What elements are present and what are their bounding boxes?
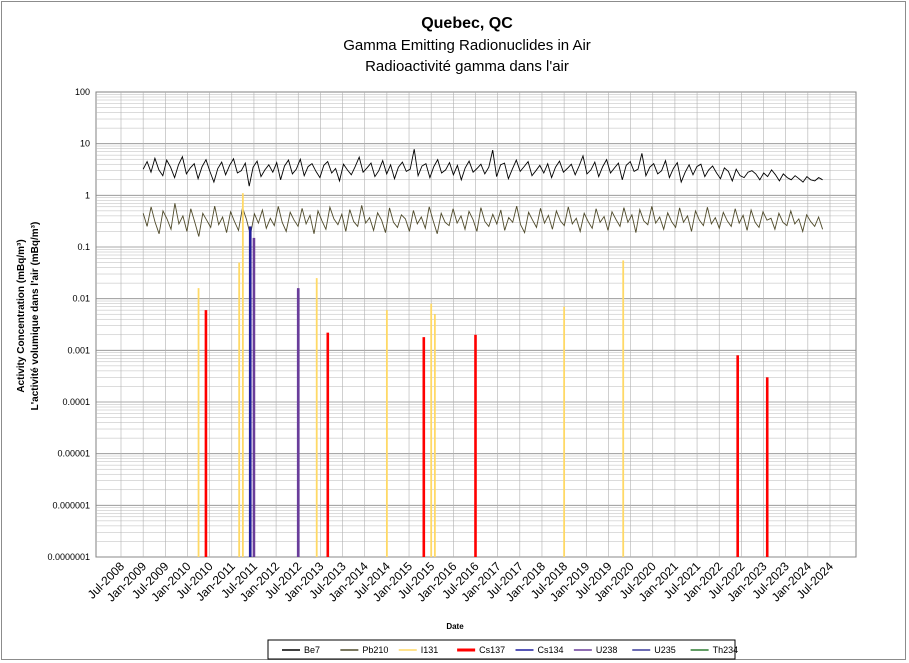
y-tick-label: 0.000001: [52, 500, 90, 510]
legend-item-pb210: Pb210: [340, 645, 388, 655]
legend-label: U238: [596, 645, 618, 655]
spike-bar: [252, 237, 256, 557]
y-axis-label-fr: L'activité volumique dans l'air (mBq/m³): [30, 222, 41, 411]
y-tick-label: 0.001: [67, 345, 90, 355]
spike-bar: [248, 226, 252, 558]
spike-bar: [315, 278, 318, 557]
legend-item-th234: Th234: [690, 645, 739, 655]
x-axis-ticks: Jul-2008Jan-2009Jul-2009Jan-2010Jul-2010…: [85, 559, 837, 605]
spike-bar: [326, 332, 330, 557]
y-tick-label: 0.0000001: [47, 552, 90, 562]
spike-bar: [197, 288, 200, 557]
series-line: [142, 203, 824, 237]
legend-label: Th234: [713, 645, 739, 655]
series-be7: [142, 149, 823, 187]
series-layer: [142, 149, 824, 558]
legend-item-cs134: Cs134: [515, 645, 564, 655]
legend-item-cs137: Cs137: [457, 645, 505, 655]
spike-bar: [238, 262, 241, 557]
spike-bar: [622, 260, 625, 557]
chart-subtitle-en: Gamma Emitting Radionuclides in Air: [343, 37, 591, 54]
spike-bar: [204, 310, 208, 557]
y-axis-label-en: Activity Concentration (mBq/m³): [16, 239, 27, 392]
series-pb210: [142, 203, 824, 237]
y-tick-label: 0.01: [72, 294, 90, 304]
spike-bar: [765, 377, 769, 557]
y-tick-label: 0.1: [77, 242, 90, 252]
legend-label: I131: [421, 645, 439, 655]
legend-label: Cs134: [538, 645, 564, 655]
legend-label: Be7: [304, 645, 320, 655]
chart-subtitle-fr: Radioactivité gamma dans l'air: [365, 58, 569, 75]
y-tick-label: 0.00001: [57, 449, 90, 459]
spike-bar: [296, 288, 300, 557]
y-tick-label: 1: [85, 190, 90, 200]
series-u238: [252, 237, 300, 557]
series-i131: [197, 193, 625, 558]
y-axis-ticks: 100 10 1 0.1 0.01 0.001 0.0001 0.00001 0.000001 0…: [47, 87, 90, 562]
legend-label: Pb210: [362, 645, 388, 655]
spike-bar: [385, 310, 388, 557]
spike-bar: [474, 334, 477, 557]
legend-box: [267, 639, 736, 660]
legend-item-u235: U235: [632, 645, 676, 655]
y-tick-label: 100: [75, 87, 90, 97]
legend-item-be7: Be7: [282, 645, 320, 655]
y-tick-label: 10: [80, 139, 90, 149]
legend: Be7 Pb210 I131 Cs137 Cs134 U238 U235 Th234: [267, 639, 739, 660]
x-axis-label: Date: [446, 622, 464, 631]
series-line: [142, 149, 823, 187]
spike-bar: [422, 337, 426, 557]
spike-bar: [430, 303, 433, 557]
spike-bar: [736, 355, 739, 557]
spike-bar: [433, 314, 436, 557]
legend-item-u238: U238: [573, 645, 618, 655]
legend-item-i131: I131: [398, 645, 439, 655]
legend-label: Cs137: [479, 645, 505, 655]
chart-title: Quebec, QC: [421, 15, 513, 32]
spike-bar: [563, 306, 566, 557]
spike-bar: [241, 193, 244, 558]
legend-label: U235: [654, 645, 676, 655]
y-tick-label: 0.0001: [62, 397, 90, 407]
